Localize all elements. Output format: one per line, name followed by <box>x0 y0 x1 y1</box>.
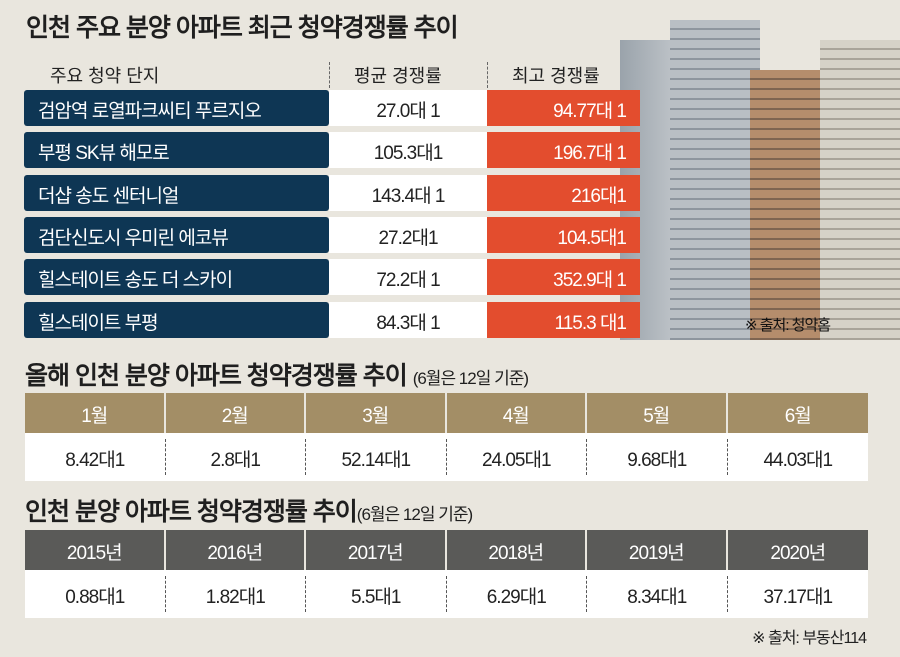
year-label: 2019년 <box>587 530 728 570</box>
year-label: 2020년 <box>770 543 826 564</box>
avg-rate: 105.3대1 <box>329 132 487 169</box>
month-label: 2월 <box>166 393 306 433</box>
table-row: 더샵 송도 센터니얼 143.4대 1 216대1 <box>24 174 640 211</box>
complex-name: 검단신도시 우미린 에코뷰 <box>24 216 329 253</box>
month-rate: 52.14대1 <box>306 439 447 475</box>
table-row: 힐스테이트 송도 더 스카이 72.2대 1 352.9대 1 <box>24 259 640 296</box>
yearly-header-row: 2015년 2016년 2017년 2018년 2019년 2020년 <box>25 530 868 570</box>
month-rate: 24.05대1 <box>447 439 587 475</box>
month-label: 5월 <box>587 393 728 433</box>
divider <box>487 62 488 88</box>
title-note: (6월은 12일 기준) <box>412 369 529 388</box>
divider <box>329 62 330 88</box>
max-rate: 216대1 <box>487 174 640 211</box>
avg-rate: 84.3대 1 <box>329 301 487 338</box>
year-label: 2017년 <box>306 530 447 570</box>
title-text: 올해 인천 분양 아파트 청약경쟁률 추이 <box>25 362 408 390</box>
title-yearly: 인천 분양 아파트 청약경쟁률 추이(6월은 12일 기준) <box>25 492 473 528</box>
table-row: 검암역 로열파크씨티 푸르지오 27.0대 1 94.77대 1 <box>24 90 640 126</box>
apartment-building-illustration <box>600 10 900 340</box>
avg-rate: 143.4대 1 <box>329 174 487 211</box>
max-rate: 94.77대 1 <box>487 90 640 126</box>
header-max: 최고 경쟁률 <box>512 66 600 86</box>
complex-name: 더샵 송도 센터니얼 <box>24 174 329 211</box>
title-monthly: 올해 인천 분양 아파트 청약경쟁률 추이 (6월은 12일 기준) <box>25 356 529 392</box>
month-rate: 8.42대1 <box>25 439 166 475</box>
max-rate: 196.7대 1 <box>487 132 640 169</box>
month-rate: 9.68대1 <box>587 439 728 475</box>
year-rate: 6.29대1 <box>447 576 587 612</box>
year-label: 2015년 <box>25 530 166 570</box>
monthly-header-row: 1월 2월 3월 4월 5월 6월 <box>25 393 868 433</box>
year-rate: 8.34대1 <box>587 576 728 612</box>
table-row: 힐스테이트 부평 84.3대 1 115.3 대1 <box>24 301 640 338</box>
complex-name: 검암역 로열파크씨티 푸르지오 <box>24 90 329 126</box>
yearly-value-row: 0.88대1 1.82대1 5.5대1 6.29대1 8.34대1 37.17대1 <box>25 570 868 618</box>
table1-header: 주요 청약 단지 평균 경쟁률 최고 경쟁률 <box>24 58 640 88</box>
title-text: 인천 분양 아파트 청약경쟁률 추이 <box>25 498 358 526</box>
source-r114: ※ 출처: 부동산114 <box>752 630 867 647</box>
month-label: 6월 <box>784 406 812 427</box>
avg-rate: 72.2대 1 <box>329 259 487 296</box>
month-label: 3월 <box>306 393 447 433</box>
monthly-value-row: 8.42대1 2.8대1 52.14대1 24.05대1 9.68대1 44.03대1 <box>25 433 868 481</box>
avg-rate: 27.0대 1 <box>329 90 487 126</box>
month-label: 1월 <box>25 393 166 433</box>
max-rate: 115.3 대1 <box>487 301 640 338</box>
title-recent: 인천 주요 분양 아파트 최근 청약경쟁률 추이 <box>26 14 459 42</box>
source-cheongyak: ※ 출처: 청약홈 <box>745 317 831 334</box>
header-avg: 평균 경쟁률 <box>354 66 442 86</box>
year-rate: 5.5대1 <box>306 576 447 612</box>
complex-name: 부평 SK뷰 해모로 <box>24 132 329 169</box>
month-rate: 2.8대1 <box>166 439 306 475</box>
year-label: 2018년 <box>447 530 587 570</box>
year-rate: 0.88대1 <box>25 576 166 612</box>
title-note: (6월은 12일 기준) <box>356 505 473 524</box>
month-label: 4월 <box>447 393 587 433</box>
max-rate: 352.9대 1 <box>487 259 640 296</box>
table-row: 검단신도시 우미린 에코뷰 27.2대1 104.5대1 <box>24 216 640 253</box>
month-rate: 44.03대1 <box>763 450 833 471</box>
complex-name: 힐스테이트 송도 더 스카이 <box>24 259 329 296</box>
header-complex: 주요 청약 단지 <box>50 66 160 86</box>
avg-rate: 27.2대1 <box>329 216 487 253</box>
year-rate: 1.82대1 <box>166 576 306 612</box>
complex-name: 힐스테이트 부평 <box>24 301 329 338</box>
year-rate: 37.17대1 <box>763 587 833 608</box>
year-label: 2016년 <box>166 530 306 570</box>
table-row: 부평 SK뷰 해모로 105.3대1 196.7대 1 <box>24 132 640 169</box>
max-rate: 104.5대1 <box>487 216 640 253</box>
